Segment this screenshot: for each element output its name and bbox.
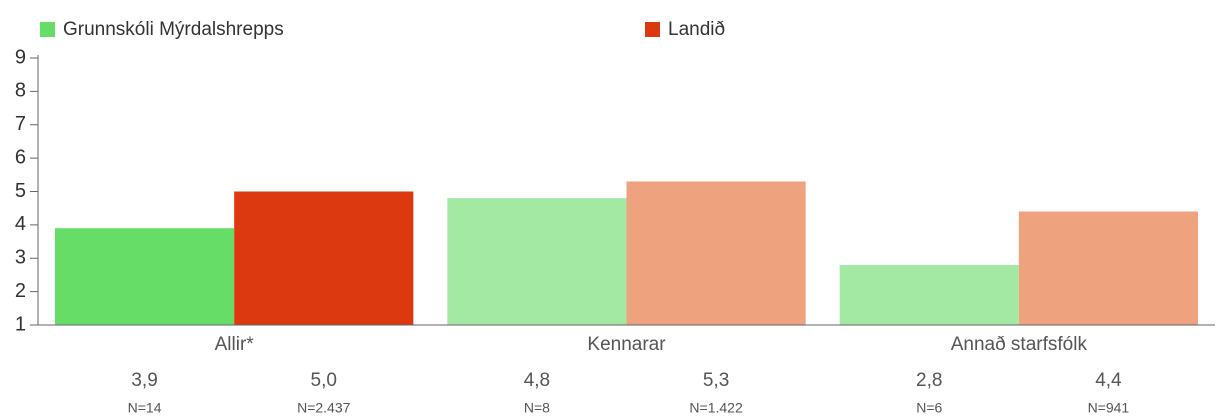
y-tick-label: 3 (15, 247, 26, 269)
value-label: 4,4 (1095, 370, 1122, 391)
value-label: 5,3 (703, 370, 729, 391)
n-label: N=14 (128, 400, 162, 416)
legend-label: Landið (668, 19, 725, 40)
value-label: 5,0 (311, 370, 337, 391)
value-label: 2,8 (916, 370, 942, 391)
y-tick-label: 1 (15, 313, 26, 335)
n-label: N=1.422 (689, 400, 743, 416)
value-label: 4,8 (524, 370, 550, 391)
x-tick-label: Kennarar (587, 334, 666, 355)
legend-swatch (40, 22, 55, 37)
x-tick-label: Annað starfsfólk (951, 334, 1088, 355)
y-tick-label: 6 (15, 146, 26, 168)
y-tick-label: 5 (15, 180, 26, 202)
y-tick-label: 2 (15, 280, 26, 302)
legend-swatch (645, 22, 660, 37)
y-tick-label: 9 (15, 46, 26, 68)
bar (1018, 211, 1198, 325)
value-label: 3,9 (131, 370, 157, 391)
n-label: N=6 (916, 400, 942, 416)
bar (447, 198, 627, 325)
y-tick-label: 4 (15, 213, 26, 235)
bar (839, 264, 1019, 325)
bar (234, 191, 414, 325)
y-tick-label: 7 (15, 113, 26, 135)
y-tick-label: 8 (15, 80, 26, 102)
legend-label: Grunnskóli Mýrdalshrepps (63, 19, 284, 40)
bar (55, 228, 235, 325)
x-tick-label: Allir* (215, 334, 255, 355)
n-label: N=2.437 (297, 400, 351, 416)
n-label: N=8 (524, 400, 550, 416)
n-label: N=941 (1088, 400, 1130, 416)
bar (626, 181, 806, 325)
